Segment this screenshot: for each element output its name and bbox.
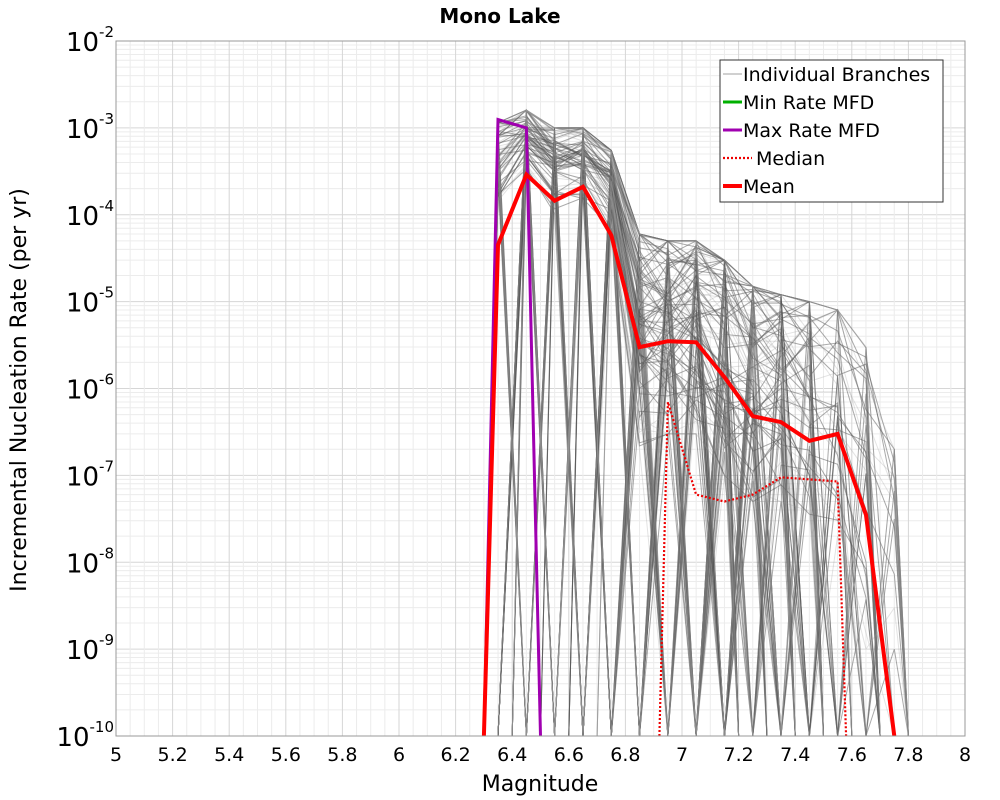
y-tick-base: 10 — [66, 376, 99, 406]
branch-line — [596, 190, 824, 737]
branch-line — [483, 123, 824, 737]
branch-line — [596, 180, 824, 737]
legend: Individual Branches Min Rate MFD Max Rate … — [719, 59, 944, 203]
branch-line — [483, 132, 740, 737]
branch-line — [483, 155, 767, 737]
branch-line — [483, 110, 853, 737]
y-tick-exponent: -9 — [99, 631, 114, 649]
branch-line — [483, 132, 853, 737]
y-tick-base: 10 — [66, 549, 99, 579]
y-axis-label: Incremental Nucleation Rate (per yr) — [7, 188, 32, 592]
branch-line — [540, 158, 881, 737]
branch-line — [483, 109, 852, 737]
y-tick-base: 10 — [66, 202, 99, 232]
y-tick-exponent: -2 — [99, 23, 114, 41]
y-tick-label: 10-9 — [66, 631, 114, 666]
y-tick-base: 10 — [66, 115, 99, 145]
legend-box — [719, 59, 944, 203]
branch-line — [483, 109, 909, 737]
legend-max-rate-label: Max Rate MFD — [743, 120, 880, 142]
legend-mean-label: Mean — [743, 176, 795, 198]
x-tick-label: 5.8 — [327, 744, 357, 766]
y-tick-exponent: -3 — [99, 110, 114, 128]
branch-line — [483, 135, 824, 737]
branch-line — [483, 127, 768, 737]
x-tick-label: 6.2 — [440, 744, 470, 766]
branch-line — [483, 133, 824, 737]
branch-line — [483, 110, 909, 737]
x-tick-label: 5.4 — [214, 744, 244, 766]
branch-line — [511, 152, 909, 737]
y-tick-exponent: -4 — [99, 197, 114, 215]
branch-line — [483, 139, 824, 737]
x-tick-label: 5 — [110, 744, 122, 766]
y-tick-base: 10 — [66, 462, 99, 492]
y-tick-label: 10-8 — [66, 544, 114, 579]
branch-line — [483, 109, 909, 737]
y-tick-base: 10 — [66, 289, 99, 319]
branch-line — [483, 109, 909, 737]
branch-line — [483, 154, 909, 737]
branch-line — [483, 110, 881, 737]
branch-line — [483, 127, 909, 737]
y-tick-label: 10-6 — [66, 371, 114, 406]
x-tick-label: 6.6 — [554, 744, 584, 766]
x-axis-label: Magnitude — [482, 772, 599, 797]
branch-line — [511, 108, 881, 737]
y-tick-label: 10-2 — [66, 23, 114, 58]
y-tick-label: 10-10 — [56, 718, 114, 753]
y-tick-exponent: -7 — [99, 457, 114, 475]
branch-line — [483, 109, 853, 737]
branch-line — [483, 133, 881, 737]
chart-title: Mono Lake — [439, 4, 560, 28]
legend-min-rate-label: Min Rate MFD — [743, 92, 874, 114]
y-tick-base: 10 — [66, 28, 99, 58]
branch-line — [483, 168, 824, 737]
y-tick-label: 10-3 — [66, 110, 114, 145]
branch-line — [483, 123, 881, 737]
x-tick-label: 6 — [393, 744, 405, 766]
legend-individual-branches-label: Individual Branches — [743, 64, 930, 86]
y-tick-exponent: -10 — [90, 718, 115, 736]
branch-line — [483, 163, 767, 737]
y-tick-exponent: -8 — [99, 544, 114, 562]
plot-frame — [115, 40, 966, 737]
y-tick-base: 10 — [56, 723, 89, 753]
x-tick-label: 5.2 — [157, 744, 187, 766]
branch-line — [511, 109, 881, 737]
x-tick-label: 5.6 — [271, 744, 301, 766]
series-lines — [481, 117, 897, 737]
x-tick-label: 7.4 — [780, 744, 810, 766]
x-tick-label: 7.2 — [723, 744, 753, 766]
branch-line — [483, 110, 824, 737]
branch-line — [596, 191, 853, 737]
x-tick-label: 6.8 — [610, 744, 640, 766]
y-tick-base: 10 — [66, 636, 99, 666]
x-tick-label: 6.4 — [497, 744, 527, 766]
y-tick-labels: 10-210-310-410-510-610-710-810-910-10 — [56, 23, 114, 753]
x-tick-label: 7 — [676, 744, 688, 766]
mean-line — [481, 171, 897, 737]
y-tick-exponent: -5 — [99, 284, 114, 302]
branch-line — [483, 149, 881, 737]
branch-line — [483, 131, 853, 737]
x-tick-label: 7.8 — [893, 744, 923, 766]
x-tick-label: 8 — [959, 744, 971, 766]
x-tick-label: 7.6 — [837, 744, 867, 766]
median-line — [658, 401, 848, 737]
branch-line — [511, 110, 909, 737]
x-tick-labels: 5 5.2 5.4 5.6 5.8 6 6.2 6.4 6.6 6.8 7 7.2 7.4 7.6 7.8 8 — [110, 744, 971, 766]
branch-line — [483, 143, 881, 737]
branch-line — [483, 126, 739, 737]
y-tick-label: 10-7 — [66, 457, 114, 492]
y-tick-label: 10-4 — [66, 197, 114, 232]
y-tick-label: 10-5 — [66, 284, 114, 319]
y-tick-exponent: -6 — [99, 371, 114, 389]
legend-median-label: Median — [756, 148, 825, 170]
